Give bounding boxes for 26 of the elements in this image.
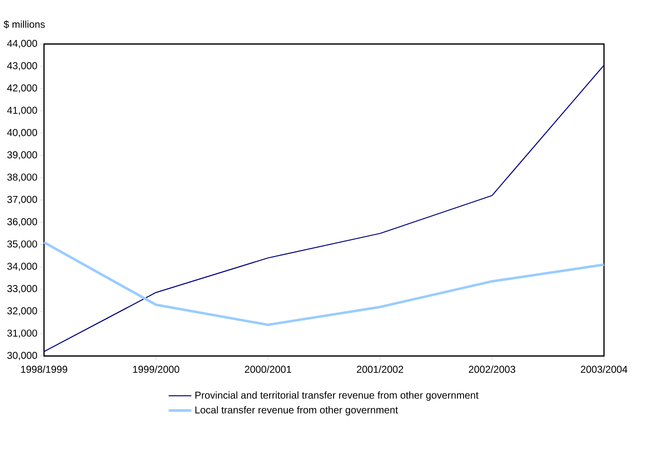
line-series: [42, 241, 606, 326]
y-tick-label: 33,000: [7, 285, 38, 294]
y-tick-label: 37,000: [7, 196, 38, 204]
y-tick-label: 39,000: [7, 151, 38, 160]
y-tick-label: 44,000: [7, 40, 38, 48]
x-tick-label: 2003/2004: [580, 366, 628, 373]
legend-label: Provincial and territorial transfer revenue from other government: [195, 391, 478, 401]
x-tick-label: 1999/2000: [133, 366, 180, 373]
x-tick-label: 2001/2002: [356, 366, 404, 373]
x-tick-label: 2000/2001: [244, 366, 292, 373]
y-axis-title: $ millions: [4, 20, 45, 28]
y-tick-label: 40,000: [7, 129, 38, 138]
y-tick-label: 38,000: [7, 174, 38, 182]
line-series: [44, 64, 605, 352]
y-tick-label: 34,000: [7, 262, 38, 271]
x-tick-label: 2002/2003: [468, 366, 516, 373]
legend-label: Local transfer revenue from other government: [195, 406, 398, 416]
y-tick-label: 36,000: [7, 218, 38, 226]
y-tick-label: 43,000: [7, 62, 38, 70]
x-tick-label: 1998/1999: [21, 366, 68, 373]
y-tick-label: 35,000: [7, 240, 38, 249]
y-tick-label: 41,000: [7, 106, 38, 115]
y-tick-label: 42,000: [7, 84, 38, 93]
y-tick-label: 30,000: [7, 352, 38, 360]
y-tick-label: 32,000: [7, 307, 38, 316]
y-tick-label: 31,000: [7, 330, 38, 338]
